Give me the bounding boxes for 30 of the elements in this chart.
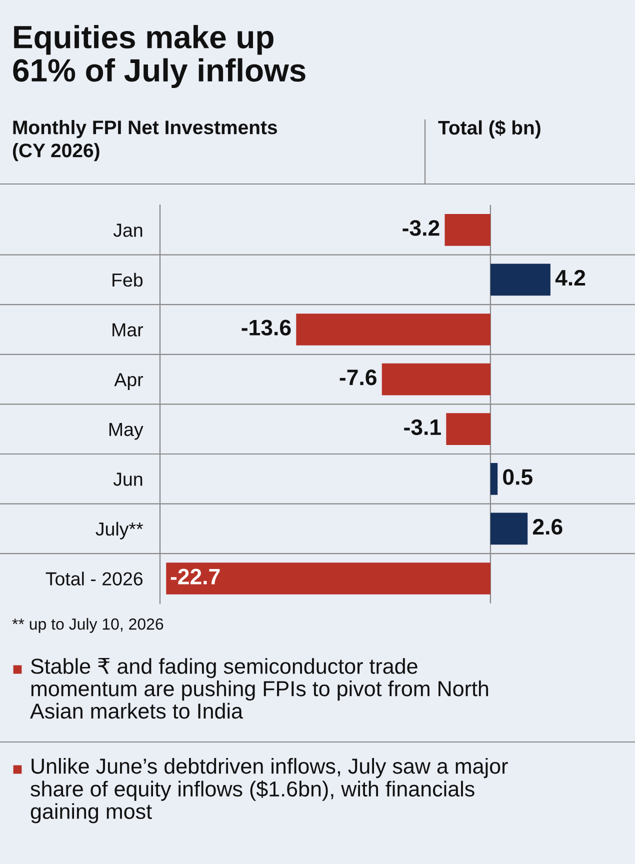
bar <box>444 214 490 246</box>
bar <box>446 413 490 446</box>
data-label: -3.2 <box>402 220 440 236</box>
bar <box>490 264 550 296</box>
data-label: -13.6 <box>242 320 291 336</box>
data-label: -3.1 <box>404 419 441 436</box>
y-tick-label: Apr <box>114 373 144 390</box>
chart-subtitle: Monthly FPI Net Investments (CY 2026) <box>12 120 277 162</box>
chart-title: Equities make up 61% of July inflows <box>13 25 306 88</box>
y-tick-label: Jun <box>113 472 142 486</box>
y-tick-label: Feb <box>112 272 143 287</box>
bar <box>490 512 528 545</box>
data-label: 2.6 <box>532 518 562 535</box>
data-label: 0.5 <box>503 469 532 485</box>
x-axis-title: Total ($ bn) <box>438 120 540 138</box>
y-tick-label: July** <box>96 522 144 540</box>
text: Stable ₹ and fading semiconductor trade momentum are pushing FPIs to pivot from North Asian markets to India <box>30 658 488 719</box>
text: ** up to July 10, 2026 <box>12 618 164 633</box>
bar <box>382 363 490 396</box>
y-tick-label: Total - 2026 <box>46 572 143 586</box>
y-tick-label: Mar <box>112 323 144 336</box>
data-label: 4.2 <box>555 270 586 286</box>
bar <box>166 562 490 594</box>
bar <box>296 314 490 346</box>
y-tick-label: May <box>109 422 144 440</box>
data-label: -22.7 <box>170 568 220 584</box>
data-label: -7.6 <box>340 370 376 386</box>
bar <box>490 462 498 495</box>
y-tick-label: Jan <box>113 224 142 237</box>
text: Unlike June’s debtdriven inflows, July saw a major share of equity inflows ($1.6bn), with financials gaining most <box>30 758 508 824</box>
